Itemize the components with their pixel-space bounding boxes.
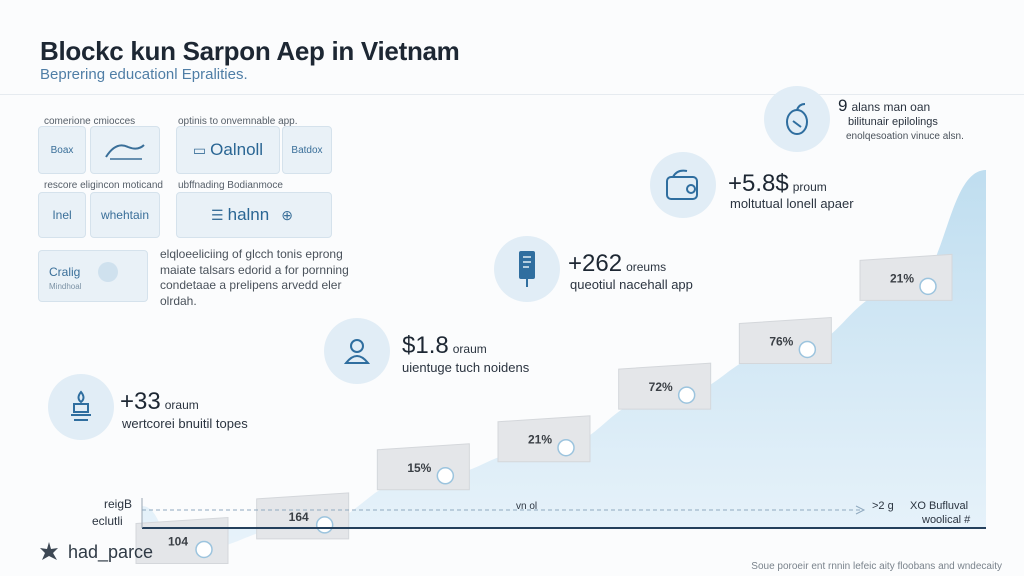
chart-point xyxy=(557,438,575,457)
globe-icon: ⊕ xyxy=(281,206,293,223)
milestone-value-4: +5.8$ proum xyxy=(728,170,827,197)
database-icon: ☰ xyxy=(211,206,224,223)
fruit-icon xyxy=(764,86,830,152)
row2-left-label: rescore eligincon moticand xyxy=(44,180,163,191)
coin-icon xyxy=(98,261,119,282)
chart-point xyxy=(195,540,213,559)
milestone-caption-5: bilitunair epilolings xyxy=(848,116,938,128)
x-right-label-2: woolical # xyxy=(922,514,971,526)
milestone-caption-1: wertcorei bnuitil topes xyxy=(122,416,248,431)
milestone-value-2: $1.8 oraum xyxy=(402,332,487,359)
logo-icon xyxy=(40,542,58,560)
footer-logo[interactable]: had_parce xyxy=(38,541,153,563)
tile-whehtain[interactable]: whehtain xyxy=(90,192,160,238)
milestone-caption-4: moltutual lonell apaer xyxy=(730,196,854,211)
tile-cralig[interactable]: Cralig Mindhoal xyxy=(38,250,148,302)
milestone-value-1: +33 oraum xyxy=(120,388,199,415)
x-arrow-icon xyxy=(855,505,866,515)
row1-right-label: optinis to onvemnable app. xyxy=(178,116,298,127)
panel-description: elqloeeliciing of glcch tonis eprong mai… xyxy=(160,247,349,308)
tile-sublabel: Mindhoal xyxy=(49,281,82,291)
footer-logo-text: had_parce xyxy=(68,541,154,562)
tile-batdox[interactable]: Batdox xyxy=(282,126,332,174)
tile-halnn[interactable]: ☰ halnn ⊕ xyxy=(176,192,332,238)
chart-bar-label: 21% xyxy=(890,271,914,285)
tile-label: Inel xyxy=(52,208,72,222)
x-mid-label: vn ol xyxy=(516,501,538,512)
tile-label: Cralig xyxy=(49,264,81,279)
phone-icon xyxy=(494,236,560,302)
tile-label: Batdox xyxy=(291,144,323,156)
hand-icon xyxy=(105,144,145,160)
milestone-value-5: 9 alans man oan xyxy=(838,96,931,115)
chart-point xyxy=(436,467,455,485)
y-axis-label-1: reigB xyxy=(104,497,133,511)
row1-left-label: comerione cmiocces xyxy=(44,116,136,127)
wallet-icon xyxy=(650,152,716,218)
document-icon: ▭ xyxy=(192,141,207,158)
user-icon xyxy=(324,318,390,384)
chart-point xyxy=(919,277,937,296)
header-divider xyxy=(0,94,1024,95)
tile-label: Oalnoll xyxy=(210,140,264,159)
source-note: Soue poroeir ent rnnin lefeic aity floob… xyxy=(751,561,1002,572)
chart-point xyxy=(315,516,334,534)
page-title: Blockc kun Sarpon Aep in Vietnam xyxy=(40,36,460,66)
chart-bar-label: 104 xyxy=(168,534,188,548)
chart-bar-label: 21% xyxy=(528,433,552,447)
milestone-caption-2: uientuge tuch noidens xyxy=(402,360,530,375)
y-axis-label-2: eclutli xyxy=(92,514,123,528)
row2-right-label: ubffnading Bodianmoce xyxy=(178,180,283,191)
tile-boax[interactable]: Boax xyxy=(38,126,86,174)
tile-label: Boax xyxy=(50,144,74,156)
chart-bar-label: 76% xyxy=(769,334,793,348)
milestone-caption-3: queotiul nacehall app xyxy=(570,277,693,292)
tile-label: halnn xyxy=(227,205,270,224)
milestone-caption-5b: enolqesoation vinuce alsn. xyxy=(846,131,964,142)
tile-oalnoll[interactable]: ▭ Oalnoll xyxy=(176,126,280,174)
tile-hand[interactable] xyxy=(90,126,160,174)
chart-area xyxy=(142,170,986,552)
chart-point xyxy=(677,386,696,404)
x-right-marker: >2 g xyxy=(872,500,894,512)
milestone-value-3: +262 oreums xyxy=(568,250,667,277)
lamp-icon xyxy=(48,374,114,440)
chart-point xyxy=(798,340,817,359)
chart-bar-label: 72% xyxy=(649,380,673,394)
page-subtitle: Beprering educationl Epralities. xyxy=(40,66,248,83)
chart-bar-label: 15% xyxy=(407,461,431,475)
x-right-label-1: XO Bufluval xyxy=(910,500,969,512)
chart-bar-label: 164 xyxy=(289,510,309,524)
tile-inel[interactable]: Inel xyxy=(38,192,86,238)
tile-label: whehtain xyxy=(100,208,150,222)
